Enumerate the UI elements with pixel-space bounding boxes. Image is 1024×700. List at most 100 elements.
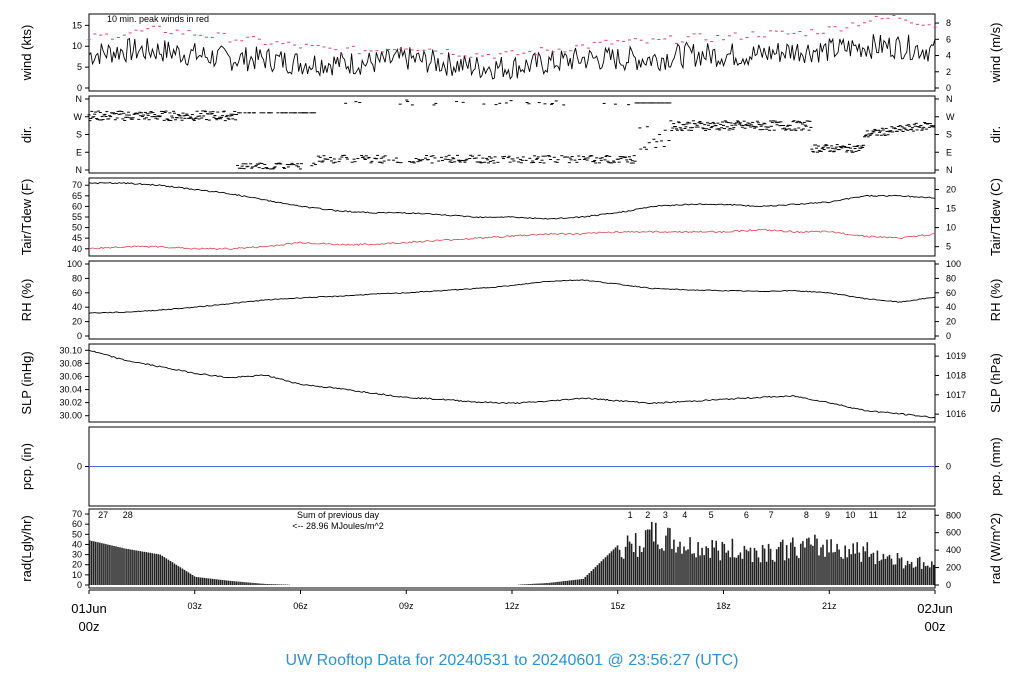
radiation-bar	[854, 553, 856, 585]
radiation-bar	[729, 557, 732, 585]
radiation-bar	[701, 547, 703, 585]
radiation-bar	[818, 555, 820, 585]
radiation-bar	[254, 583, 256, 585]
left-tick-label-rh: 80	[72, 273, 82, 283]
radiation-bar	[753, 548, 756, 585]
radiation-bar	[620, 557, 623, 585]
radiation-bar	[155, 553, 158, 585]
right-tick-label-slp: 1017	[946, 390, 966, 400]
radiation-bar	[554, 582, 556, 585]
left-tick-label-dir: N	[76, 165, 83, 175]
radiation-bar	[870, 553, 873, 585]
radiation-bar	[250, 582, 252, 585]
radiation-bar	[147, 552, 149, 585]
radiation-sum-label: Sum of previous day	[297, 510, 380, 520]
radiation-bar	[661, 548, 663, 585]
radiation-bar	[282, 584, 284, 585]
time-tick-label: 03z	[187, 601, 202, 611]
radiation-bar	[824, 556, 826, 585]
left-tick-label-rh: 40	[72, 302, 82, 312]
radiation-bar	[862, 546, 865, 585]
radiation-bar	[878, 560, 881, 585]
radiation-bar	[117, 546, 119, 585]
radiation-bar	[530, 584, 532, 585]
ylabel-right-dir: dir.	[988, 126, 1003, 143]
radiation-bar	[149, 552, 151, 585]
radiation-bar	[95, 541, 97, 585]
radiation-bar	[141, 551, 143, 585]
radiation-bar	[137, 550, 139, 585]
left-tick-label-temp: 50	[72, 223, 82, 233]
radiation-bar	[898, 558, 901, 585]
radiation-bar	[739, 552, 742, 585]
radiation-bar	[850, 554, 852, 585]
radiation-bar	[203, 577, 206, 585]
radiation-bar	[749, 547, 752, 585]
radiation-bar	[806, 538, 808, 585]
radiation-bar	[175, 564, 178, 585]
radiation-bar	[270, 584, 272, 585]
radiation-bar	[906, 560, 909, 585]
radiation-bar	[703, 555, 705, 585]
time-tick-label: 12z	[505, 601, 520, 611]
ylabel-left-temp: Tair/Tdew (F)	[19, 179, 34, 256]
wind-annotation: 10 min. peak winds in red	[107, 14, 209, 24]
radiation-bar	[920, 568, 923, 585]
right-tick-label-slp: 1018	[946, 370, 966, 380]
radiation-bar	[812, 545, 814, 585]
radiation-bar	[642, 547, 645, 585]
radiation-bar	[266, 584, 268, 585]
radiation-bar	[846, 557, 848, 585]
radiation-bar	[113, 546, 115, 585]
radiation-bar	[800, 543, 802, 585]
right-tick-label-wind: 4	[946, 51, 951, 61]
radiation-bar	[540, 583, 542, 585]
radiation-bar	[602, 559, 605, 585]
left-tick-label-pcp: 0	[77, 462, 82, 472]
end-date-label: 02Jun	[917, 601, 952, 616]
radiation-bar	[169, 561, 172, 585]
radiation-bar	[651, 521, 653, 585]
right-tick-label-temp: 10	[946, 223, 956, 233]
radiation-bar	[105, 544, 107, 585]
radiation-bar	[534, 583, 536, 585]
radiation-bar	[731, 538, 734, 585]
radiation-bar	[836, 543, 838, 585]
radiation-bar	[840, 557, 842, 585]
radiation-bar	[904, 565, 907, 585]
radiation-bar	[614, 547, 617, 585]
radiation-bar	[779, 542, 782, 585]
radiation-bar	[205, 578, 208, 585]
radiation-bar	[727, 550, 730, 585]
radiation-bar	[808, 537, 810, 585]
air-temperature-line	[89, 182, 936, 220]
radiation-bar	[929, 567, 931, 585]
radiation-bar	[926, 565, 929, 585]
radiation-bar	[705, 546, 707, 585]
radiation-bar	[215, 579, 218, 585]
radiation-bar	[725, 552, 728, 585]
radiation-bar	[868, 556, 871, 585]
radiation-bar	[522, 584, 524, 585]
radiation-bar	[634, 533, 637, 585]
radiation-bar	[880, 559, 883, 585]
radiation-bar	[592, 569, 595, 585]
radiation-bar	[610, 551, 613, 585]
left-tick-label-rh: 60	[72, 288, 82, 298]
radiation-bar	[775, 549, 778, 585]
radiation-bar	[713, 547, 715, 585]
radiation-bar	[872, 552, 875, 585]
radiation-bar	[252, 582, 254, 585]
right-tick-label-slp: 1016	[946, 409, 966, 419]
right-tick-label-temp: 20	[946, 184, 956, 194]
right-tick-label-pcp: 0	[946, 462, 951, 472]
radiation-bar	[896, 553, 899, 585]
radiation-hour-label: 7	[769, 510, 774, 520]
radiation-bar	[922, 562, 925, 585]
radiation-bar	[864, 551, 867, 585]
radiation-bar	[892, 564, 895, 585]
radiation-bar	[207, 578, 210, 585]
dewpoint-line	[88, 228, 936, 250]
radiation-bar	[199, 577, 202, 585]
radiation-bar	[278, 584, 280, 585]
